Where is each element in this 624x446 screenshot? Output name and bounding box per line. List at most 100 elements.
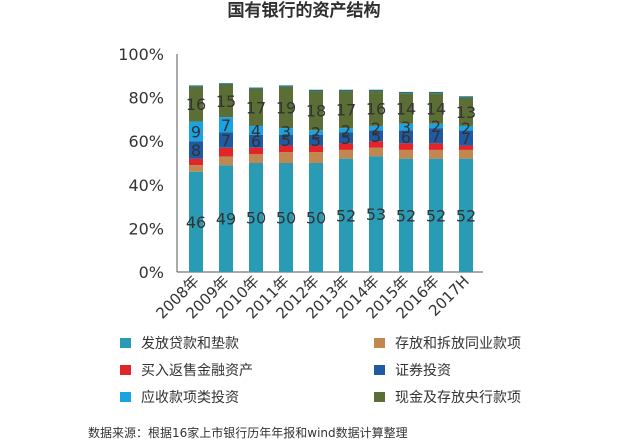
bar-segment [399,158,413,272]
bar-segment [279,134,293,146]
bar-segment [249,134,263,148]
data-label: 52 [336,206,356,225]
legend-label: 现金及存放央行款项 [395,390,521,406]
bar-segment [369,156,383,272]
bar-segment [249,125,263,135]
bar-segment [369,141,383,148]
bar-segment [309,145,323,153]
bar-segment [339,143,353,150]
bar-segment [189,158,203,166]
data-label: 50 [306,209,326,228]
bar-segment [189,121,203,142]
bar-segment [309,130,323,135]
data-label: 19 [276,98,296,117]
chart-title: 国有银行的资产结构 [228,0,381,21]
bar-segment [399,91,413,94]
bar-segment [369,89,383,92]
bar-segment [219,156,233,166]
data-label: 18 [306,102,326,121]
legend-swatch [374,338,385,348]
data-label: 2 [431,117,441,136]
data-label: 13 [456,103,476,122]
bar-segment [189,86,203,122]
bar-segment [459,96,473,98]
data-label: 50 [276,209,296,228]
data-label: 14 [426,100,446,119]
data-label: 16 [366,100,386,119]
bar-segment [399,143,413,150]
bar-segment [429,91,443,94]
data-label: 7 [461,129,471,148]
bar-segment [219,165,233,272]
bar-segment [339,149,353,159]
bar-segment [339,158,353,272]
bar-segment [459,149,473,159]
data-label: 6 [251,132,261,151]
bar-segment [339,89,353,92]
data-label: 3 [401,118,411,137]
bar-segment [429,128,443,144]
bar-segment [279,163,293,272]
data-label: 2 [371,119,381,138]
bar-segment [429,143,443,150]
y-tick-label: 0% [139,263,164,282]
y-tick-label: 20% [128,219,164,238]
bar-segment [459,97,473,126]
bar-segment [189,165,203,172]
data-label: 2 [341,121,351,140]
legend-label: 证券投资 [395,363,451,379]
bar-segment [249,163,263,272]
legend-swatch [374,365,385,375]
bar-segment [219,84,233,118]
legend-label: 存放和拆放同业款项 [395,336,521,352]
data-label: 14 [396,100,416,119]
y-tick-label: 60% [128,132,164,151]
bar-segment [459,130,473,146]
data-label: 2 [461,119,471,138]
legend-label: 应收款项类投资 [141,389,239,406]
bar-segment [369,91,383,126]
axes: 0%20%40%60%80%100%2008年2009年2010年2011年20… [118,45,483,322]
data-label: 4 [251,121,261,140]
bar-segment [309,134,323,146]
data-label: 17 [246,98,266,117]
bar-segment [249,88,263,126]
source-note: 数据来源：根据16家上市银行历年年报和wind数据计算整理 [88,425,408,440]
bar-segment [459,145,473,150]
data-label: 5 [311,131,321,150]
data-label: 9 [191,122,201,141]
data-label: 2 [311,123,321,142]
bar-segment [279,128,293,135]
bar-segment [399,93,413,124]
legend-swatch [374,392,385,402]
data-label: 52 [396,206,416,225]
data-label: 50 [246,209,266,228]
data-label: 5 [341,129,351,148]
bar-segment [219,147,233,157]
bar-segment [459,125,473,131]
bar-segment [369,130,383,142]
bar-segment [399,123,413,131]
bar-segment [249,154,263,163]
legend-swatch [120,365,131,375]
data-label: 8 [191,141,201,160]
legend-label: 发放贷款和垫款 [141,336,239,352]
bar-segment [399,130,413,144]
data-label: 53 [366,205,386,224]
bar-segment [279,85,293,87]
data-label: 17 [336,101,356,120]
data-label: 3 [281,122,291,141]
bar-segment [429,93,443,124]
data-label: 7 [221,131,231,150]
bar-segment [219,117,233,133]
bar-segment [249,87,263,89]
data-label: 7 [221,116,231,135]
bar-segment [279,152,293,163]
data-label: 5 [281,131,291,150]
legend-swatch [120,338,131,348]
data-label: 52 [456,206,476,225]
bar-segment [189,171,203,272]
